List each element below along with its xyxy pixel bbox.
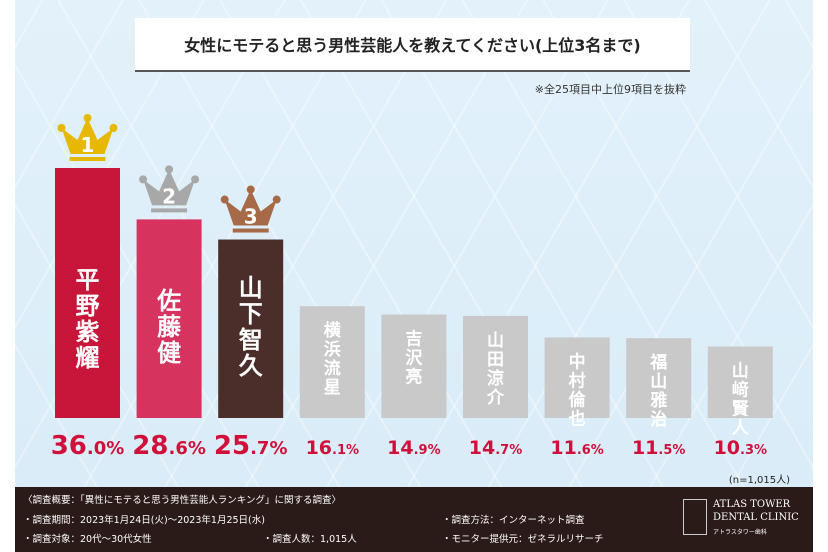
bar-category-label: 治 (650, 409, 667, 430)
rank-number: 1 (81, 133, 95, 157)
value-label: 14.9% (387, 437, 440, 459)
bar-category-label: 涼 (487, 368, 504, 389)
bar-category-label: 紫 (76, 318, 100, 346)
bar-category-label: 山 (239, 274, 263, 302)
bar-category-label: 平 (76, 266, 100, 294)
bar-category-label: 下 (239, 300, 263, 328)
value-label: 36.0% (51, 431, 125, 461)
rank-number: 3 (244, 205, 258, 229)
bar-category-label: 中 (569, 351, 586, 372)
rank-crown-icon: 2 (139, 165, 200, 213)
value-label: 10.3% (714, 437, 767, 459)
bar (299, 306, 365, 418)
value-label: 16.1% (306, 437, 359, 459)
bar-category-label: 吉 (405, 330, 422, 350)
bar (707, 346, 773, 418)
bar-category-label: 浜 (324, 340, 341, 360)
bar-category-label: 福 (649, 352, 667, 373)
bar-category-label: 智 (239, 326, 263, 354)
bar-category-label: 流 (324, 358, 341, 379)
bar (55, 168, 120, 418)
bar-category-label: 也 (569, 408, 586, 429)
bar-category-label: 倫 (569, 389, 587, 410)
value-label: 11.5% (632, 437, 685, 459)
bar-category-label: 久 (239, 352, 263, 380)
bar-category-label: 横 (324, 320, 341, 341)
bar-category-label: 山 (650, 372, 667, 392)
chart-note: ※全25項目中上位9項目を抜粋 (534, 83, 686, 96)
value-label: 14.7% (469, 437, 522, 459)
bar-category-label: 野 (76, 292, 100, 320)
survey-method: ・調査方法：インターネット調査 (442, 515, 585, 526)
logo-line3: アトラスタワー歯科 (713, 529, 767, 536)
logo-mark-icon (683, 499, 707, 535)
rank-number: 2 (162, 184, 176, 208)
bar-category-label: 藤 (157, 313, 182, 341)
bar-category-label: 沢 (405, 348, 423, 369)
bar (381, 314, 447, 418)
logo-line1: ATLAS TOWER (713, 499, 791, 510)
bar-category-label: 介 (486, 387, 505, 408)
rank-crown-icon: 3 (220, 185, 281, 233)
bar-category-label: 亮 (405, 367, 422, 388)
bar (218, 239, 284, 418)
survey-period: ・調査期間：2023年1月24日(火)〜2023年1月25日(水) (23, 515, 265, 526)
bar-category-label: 佐 (156, 287, 181, 315)
bar-category-label: 賢 (732, 398, 750, 419)
rank-crown-icon: 1 (57, 114, 118, 161)
survey-footer: 〈調査概要：「異性にモテると思う男性芸能人ランキング」に関する調査〉 ・調査期間… (15, 487, 813, 552)
value-label: 11.6% (550, 437, 603, 459)
bar-category-label: 人 (732, 418, 750, 438)
value-label: 28.6% (132, 431, 206, 461)
bar (136, 219, 202, 418)
bar-category-label: 星 (324, 378, 341, 398)
bar-category-label: 山 (732, 361, 749, 381)
value-label: 25.7% (214, 431, 288, 461)
survey-target: ・調査対象：20代〜30代女性 (23, 534, 152, 545)
bar-category-label: 耀 (76, 344, 100, 372)
bar-category-label: 雅 (649, 390, 667, 411)
bar-category-label: 健 (157, 339, 181, 367)
chart-title: 女性にモテると思う男性芸能人を教えてください(上位3名まで) (184, 36, 641, 55)
bar-category-label: 村 (569, 370, 586, 391)
bar-category-label: 﨑 (732, 379, 749, 400)
bar (544, 337, 610, 418)
bar (626, 338, 692, 418)
survey-provider: ・モニター提供元：ゼネラルリサーチ (442, 534, 604, 545)
bar-category-label: 山 (487, 331, 504, 351)
survey-count: ・調査人数：1,015人 (263, 534, 357, 545)
bar (463, 315, 528, 418)
bar-chart: 平野紫耀36.0%1佐藤健28.6%2山下智久25.7%3横浜流星16.1%吉沢… (51, 114, 790, 486)
logo-line2: DENTAL CLINIC (713, 512, 799, 523)
bar-category-label: 田 (487, 350, 504, 370)
title-bubble: 女性にモテると思う男性芸能人を教えてください(上位3名まで) (135, 18, 690, 72)
survey-summary: 〈調査概要：「異性にモテると思う男性芸能人ランキング」に関する調査〉 (23, 495, 341, 506)
sample-size: (n=1,015人) (729, 474, 790, 486)
